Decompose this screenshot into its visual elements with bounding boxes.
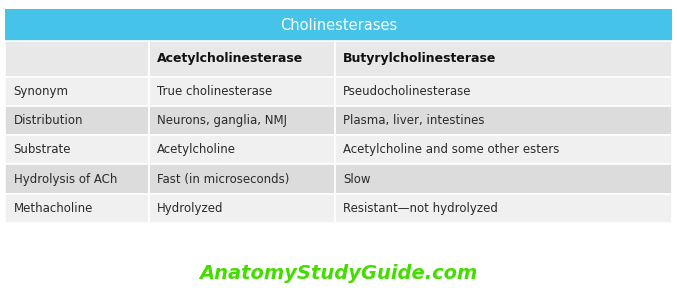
- Bar: [5, 194, 149, 223]
- Text: Acetylcholine: Acetylcholine: [157, 143, 236, 156]
- Bar: [335, 106, 672, 135]
- Bar: [149, 164, 335, 194]
- Bar: [5, 164, 149, 194]
- Bar: [5, 106, 149, 135]
- Bar: [149, 41, 335, 77]
- Text: Distribution: Distribution: [14, 114, 83, 127]
- Text: Plasma, liver, intestines: Plasma, liver, intestines: [343, 114, 485, 127]
- Bar: [149, 135, 335, 164]
- Bar: [335, 194, 672, 223]
- Text: Acetylcholine and some other esters: Acetylcholine and some other esters: [343, 143, 560, 156]
- Bar: [5, 135, 149, 164]
- Text: Cholinesterases: Cholinesterases: [280, 18, 397, 33]
- Bar: [5, 9, 672, 41]
- Bar: [335, 164, 672, 194]
- Text: Hydrolysis of ACh: Hydrolysis of ACh: [14, 173, 117, 186]
- Text: Slow: Slow: [343, 173, 371, 186]
- Text: Hydrolyzed: Hydrolyzed: [157, 202, 223, 215]
- Bar: [335, 135, 672, 164]
- Bar: [335, 77, 672, 106]
- Text: True cholinesterase: True cholinesterase: [157, 85, 272, 98]
- Bar: [335, 41, 672, 77]
- Text: AnatomyStudyGuide.com: AnatomyStudyGuide.com: [199, 264, 478, 283]
- Text: Synonym: Synonym: [14, 85, 68, 98]
- Text: Substrate: Substrate: [14, 143, 71, 156]
- Bar: [149, 194, 335, 223]
- Text: Butyrylcholinesterase: Butyrylcholinesterase: [343, 52, 497, 65]
- Text: Pseudocholinesterase: Pseudocholinesterase: [343, 85, 472, 98]
- Bar: [149, 106, 335, 135]
- Text: Methacholine: Methacholine: [14, 202, 93, 215]
- Text: Neurons, ganglia, NMJ: Neurons, ganglia, NMJ: [157, 114, 287, 127]
- Bar: [5, 77, 149, 106]
- Text: Resistant—not hydrolyzed: Resistant—not hydrolyzed: [343, 202, 498, 215]
- Text: Acetylcholinesterase: Acetylcholinesterase: [157, 52, 303, 65]
- Text: Fast (in microseconds): Fast (in microseconds): [157, 173, 289, 186]
- Bar: [5, 41, 149, 77]
- Bar: [149, 77, 335, 106]
